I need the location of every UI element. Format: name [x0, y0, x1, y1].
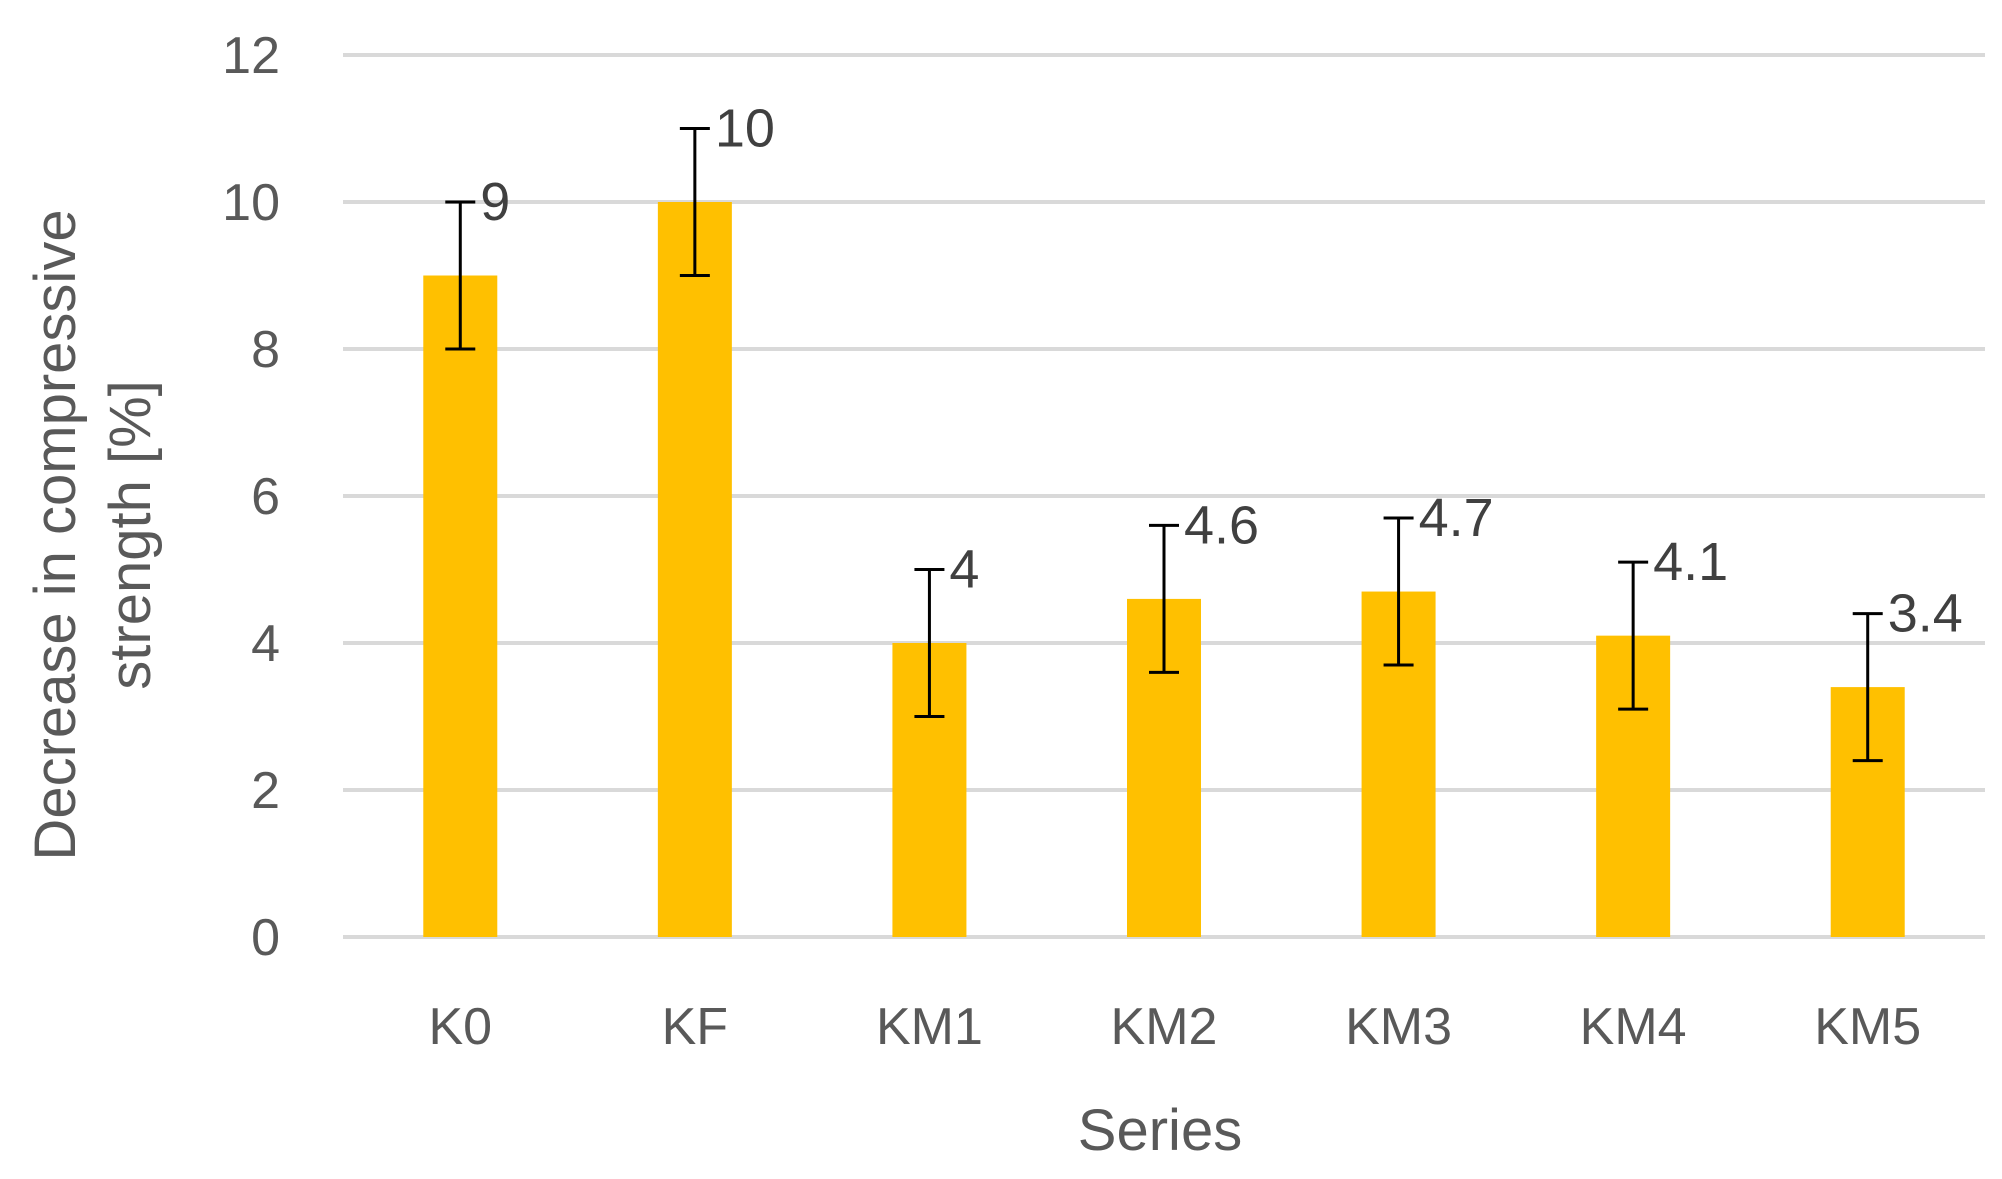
- y-tick-label: 0: [251, 909, 280, 967]
- y-axis-ticks: 0 2 4 6 8 10 12: [222, 27, 280, 967]
- data-label: 4: [949, 540, 979, 600]
- bar: [657, 202, 732, 937]
- bar: [423, 275, 498, 937]
- x-tick-label: KM4: [1580, 998, 1687, 1056]
- error-bar: [445, 200, 476, 351]
- x-tick-label: KM2: [1111, 998, 1218, 1056]
- error-bar: [1383, 516, 1414, 667]
- y-tick-label: 12: [222, 27, 280, 85]
- data-label: 3.4: [1888, 584, 1963, 644]
- error-bars: [445, 127, 1883, 763]
- x-tick-label: KM1: [876, 998, 983, 1056]
- error-bar: [679, 127, 710, 277]
- data-label: 4.1: [1653, 532, 1728, 592]
- bars: [423, 202, 1905, 937]
- data-label: 4.7: [1419, 488, 1494, 548]
- data-label: 10: [715, 99, 775, 159]
- x-tick-label: KM3: [1345, 998, 1452, 1056]
- y-tick-label: 4: [251, 615, 280, 673]
- y-axis-title-line-2: strength [%]: [98, 380, 163, 689]
- y-axis-title: Decrease in compressive strength [%]: [23, 209, 163, 860]
- data-labels: 9 10 4 4.6 4.7 4.1 3.4: [480, 99, 1963, 644]
- x-axis-ticks: K0 KF KM1 KM2 KM3 KM4 KM5: [428, 998, 1921, 1056]
- error-bar: [914, 568, 945, 718]
- x-axis-title: Series: [1078, 1098, 1242, 1163]
- error-bar: [1149, 523, 1179, 674]
- data-label: 9: [480, 172, 510, 232]
- y-tick-label: 6: [251, 468, 280, 526]
- y-tick-label: 10: [222, 174, 280, 232]
- x-tick-label: K0: [428, 998, 492, 1056]
- x-tick-label: KF: [662, 998, 728, 1056]
- y-tick-label: 8: [251, 321, 280, 379]
- y-axis-title-line-1: Decrease in compressive: [23, 209, 88, 860]
- data-label: 4.6: [1184, 495, 1259, 555]
- y-tick-label: 2: [251, 762, 280, 820]
- error-bar: [1852, 612, 1883, 763]
- x-tick-label: KM5: [1814, 998, 1921, 1056]
- error-bar: [1618, 560, 1649, 711]
